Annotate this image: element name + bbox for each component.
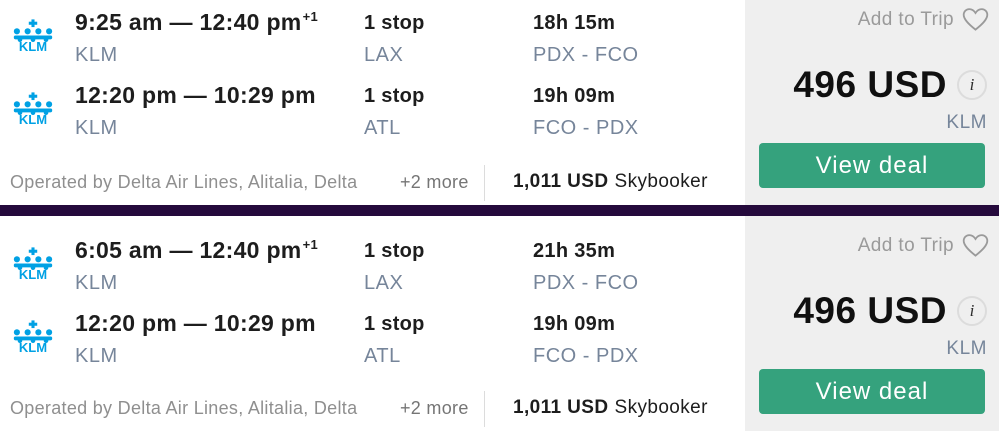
price-amount: 496 USD xyxy=(793,64,947,105)
time-range-text: 12:20 pm — 10:29 pm xyxy=(75,310,316,336)
klm-logo-icon xyxy=(10,92,56,125)
leg-route: FCO - PDX xyxy=(533,117,639,139)
info-icon[interactable]: i xyxy=(957,296,987,326)
provider-name: KLM xyxy=(946,112,987,133)
leg-duration: 19h 09m xyxy=(533,85,616,107)
flight-card-details: 9:25 am — 12:40 pm+1 KLM 1 stop LAX 18h … xyxy=(0,0,745,205)
card-separator-bar xyxy=(0,205,999,216)
leg-times-cell: 12:20 pm — 10:29 pm KLM xyxy=(75,82,364,156)
leg-stops-cell: 1 stop ATL xyxy=(364,83,533,156)
return-leg: 12:20 pm — 10:29 pm KLM 1 stop ATL 19h 0… xyxy=(10,82,745,156)
flight-card-details: 6:05 am — 12:40 pm+1 KLM 1 stop LAX 21h … xyxy=(0,216,745,431)
leg-stop-airport: LAX xyxy=(364,44,404,66)
alt-price-provider: Skybooker xyxy=(614,171,708,192)
leg-duration-cell: 18h 15m PDX - FCO xyxy=(533,10,745,83)
leg-stops-count: 1 stop xyxy=(364,313,425,335)
alt-price-amount: 1,011 USD xyxy=(513,171,609,192)
add-to-trip-button[interactable]: Add to Trip xyxy=(858,233,989,258)
alternative-price: 1,011 USD Skybooker xyxy=(513,397,708,419)
leg-airline-name: KLM xyxy=(75,272,118,295)
leg-time-range: 6:05 am — 12:40 pm+1 xyxy=(75,237,364,263)
leg-airline-name: KLM xyxy=(75,345,118,368)
leg-time-range: 9:25 am — 12:40 pm+1 xyxy=(75,9,364,35)
price-row: 496 USD i xyxy=(793,290,987,332)
leg-duration-cell: 19h 09m FCO - PDX xyxy=(533,83,745,156)
add-to-trip-label: Add to Trip xyxy=(857,8,954,30)
plus-days-superscript: +1 xyxy=(302,237,318,253)
price-panel-inner: Add to Trip 496 USD i KLM View deal xyxy=(745,0,999,205)
add-to-trip-button[interactable]: Add to Trip xyxy=(858,7,989,32)
leg-stops-cell: 1 stop ATL xyxy=(364,311,533,384)
plus-days-superscript: +1 xyxy=(302,9,318,25)
leg-time-range: 12:20 pm — 10:29 pm xyxy=(75,82,364,108)
heart-icon[interactable] xyxy=(962,233,989,258)
more-airlines-link[interactable]: +2 more xyxy=(400,398,469,418)
leg-stop-airport: ATL xyxy=(364,117,401,139)
price-panel: Add to Trip 496 USD i KLM View deal xyxy=(745,0,999,205)
provider-name: KLM xyxy=(946,338,987,359)
time-range-text: 6:05 am — 12:40 pm xyxy=(75,237,302,263)
outbound-leg: 6:05 am — 12:40 pm+1 KLM 1 stop LAX 21h … xyxy=(10,237,745,311)
leg-times-cell: 6:05 am — 12:40 pm+1 KLM xyxy=(75,237,364,311)
info-icon[interactable]: i xyxy=(957,70,987,100)
more-airlines-link[interactable]: +2 more xyxy=(400,172,469,192)
leg-route: PDX - FCO xyxy=(533,272,639,294)
leg-stops-cell: 1 stop LAX xyxy=(364,10,533,83)
alternative-price: 1,011 USD Skybooker xyxy=(513,171,708,193)
klm-logo-icon xyxy=(10,320,56,353)
vertical-divider xyxy=(484,391,485,427)
time-range-text: 12:20 pm — 10:29 pm xyxy=(75,82,316,108)
leg-duration-cell: 19h 09m FCO - PDX xyxy=(533,311,745,384)
leg-stops-count: 1 stop xyxy=(364,85,425,107)
klm-logo-icon xyxy=(10,247,56,280)
operated-by-row: Operated by Delta Air Lines, Alitalia, D… xyxy=(10,391,745,428)
price-panel: Add to Trip 496 USD i KLM View deal xyxy=(745,216,999,431)
leg-airline-name: KLM xyxy=(75,117,118,140)
view-deal-button[interactable]: View deal xyxy=(759,143,985,188)
add-to-trip-label: Add to Trip xyxy=(857,234,954,256)
airline-logo-cell xyxy=(10,83,75,156)
leg-time-range: 12:20 pm — 10:29 pm xyxy=(75,310,364,336)
airline-logo-cell xyxy=(10,10,75,83)
outbound-leg: 9:25 am — 12:40 pm+1 KLM 1 stop LAX 18h … xyxy=(10,9,745,83)
airline-logo-cell xyxy=(10,238,75,311)
heart-icon[interactable] xyxy=(962,7,989,32)
alt-price-provider: Skybooker xyxy=(614,397,708,418)
leg-duration: 19h 09m xyxy=(533,313,616,335)
view-deal-button[interactable]: View deal xyxy=(759,369,985,414)
flight-card: 6:05 am — 12:40 pm+1 KLM 1 stop LAX 21h … xyxy=(0,216,999,431)
price-amount: 496 USD xyxy=(793,290,947,331)
operated-by-text: Operated by Delta Air Lines, Alitalia, D… xyxy=(10,398,358,418)
leg-stops-count: 1 stop xyxy=(364,12,425,34)
airline-logo-cell xyxy=(10,311,75,384)
vertical-divider xyxy=(484,165,485,201)
time-range-text: 9:25 am — 12:40 pm xyxy=(75,9,302,35)
leg-stops-cell: 1 stop LAX xyxy=(364,238,533,311)
leg-stop-airport: LAX xyxy=(364,272,404,294)
return-leg: 12:20 pm — 10:29 pm KLM 1 stop ATL 19h 0… xyxy=(10,310,745,384)
leg-route: PDX - FCO xyxy=(533,44,639,66)
leg-route: FCO - PDX xyxy=(533,345,639,367)
flight-card: 9:25 am — 12:40 pm+1 KLM 1 stop LAX 18h … xyxy=(0,0,999,205)
operated-by-text: Operated by Delta Air Lines, Alitalia, D… xyxy=(10,172,358,192)
leg-stop-airport: ATL xyxy=(364,345,401,367)
leg-times-cell: 9:25 am — 12:40 pm+1 KLM xyxy=(75,9,364,83)
leg-times-cell: 12:20 pm — 10:29 pm KLM xyxy=(75,310,364,384)
klm-logo-icon xyxy=(10,19,56,52)
leg-duration-cell: 21h 35m PDX - FCO xyxy=(533,238,745,311)
leg-duration: 18h 15m xyxy=(533,12,616,34)
leg-duration: 21h 35m xyxy=(533,240,616,262)
price-row: 496 USD i xyxy=(793,64,987,106)
operated-by-row: Operated by Delta Air Lines, Alitalia, D… xyxy=(10,165,745,202)
leg-stops-count: 1 stop xyxy=(364,240,425,262)
leg-airline-name: KLM xyxy=(75,44,118,67)
price-panel-inner: Add to Trip 496 USD i KLM View deal xyxy=(745,226,999,431)
alt-price-amount: 1,011 USD xyxy=(513,397,609,418)
